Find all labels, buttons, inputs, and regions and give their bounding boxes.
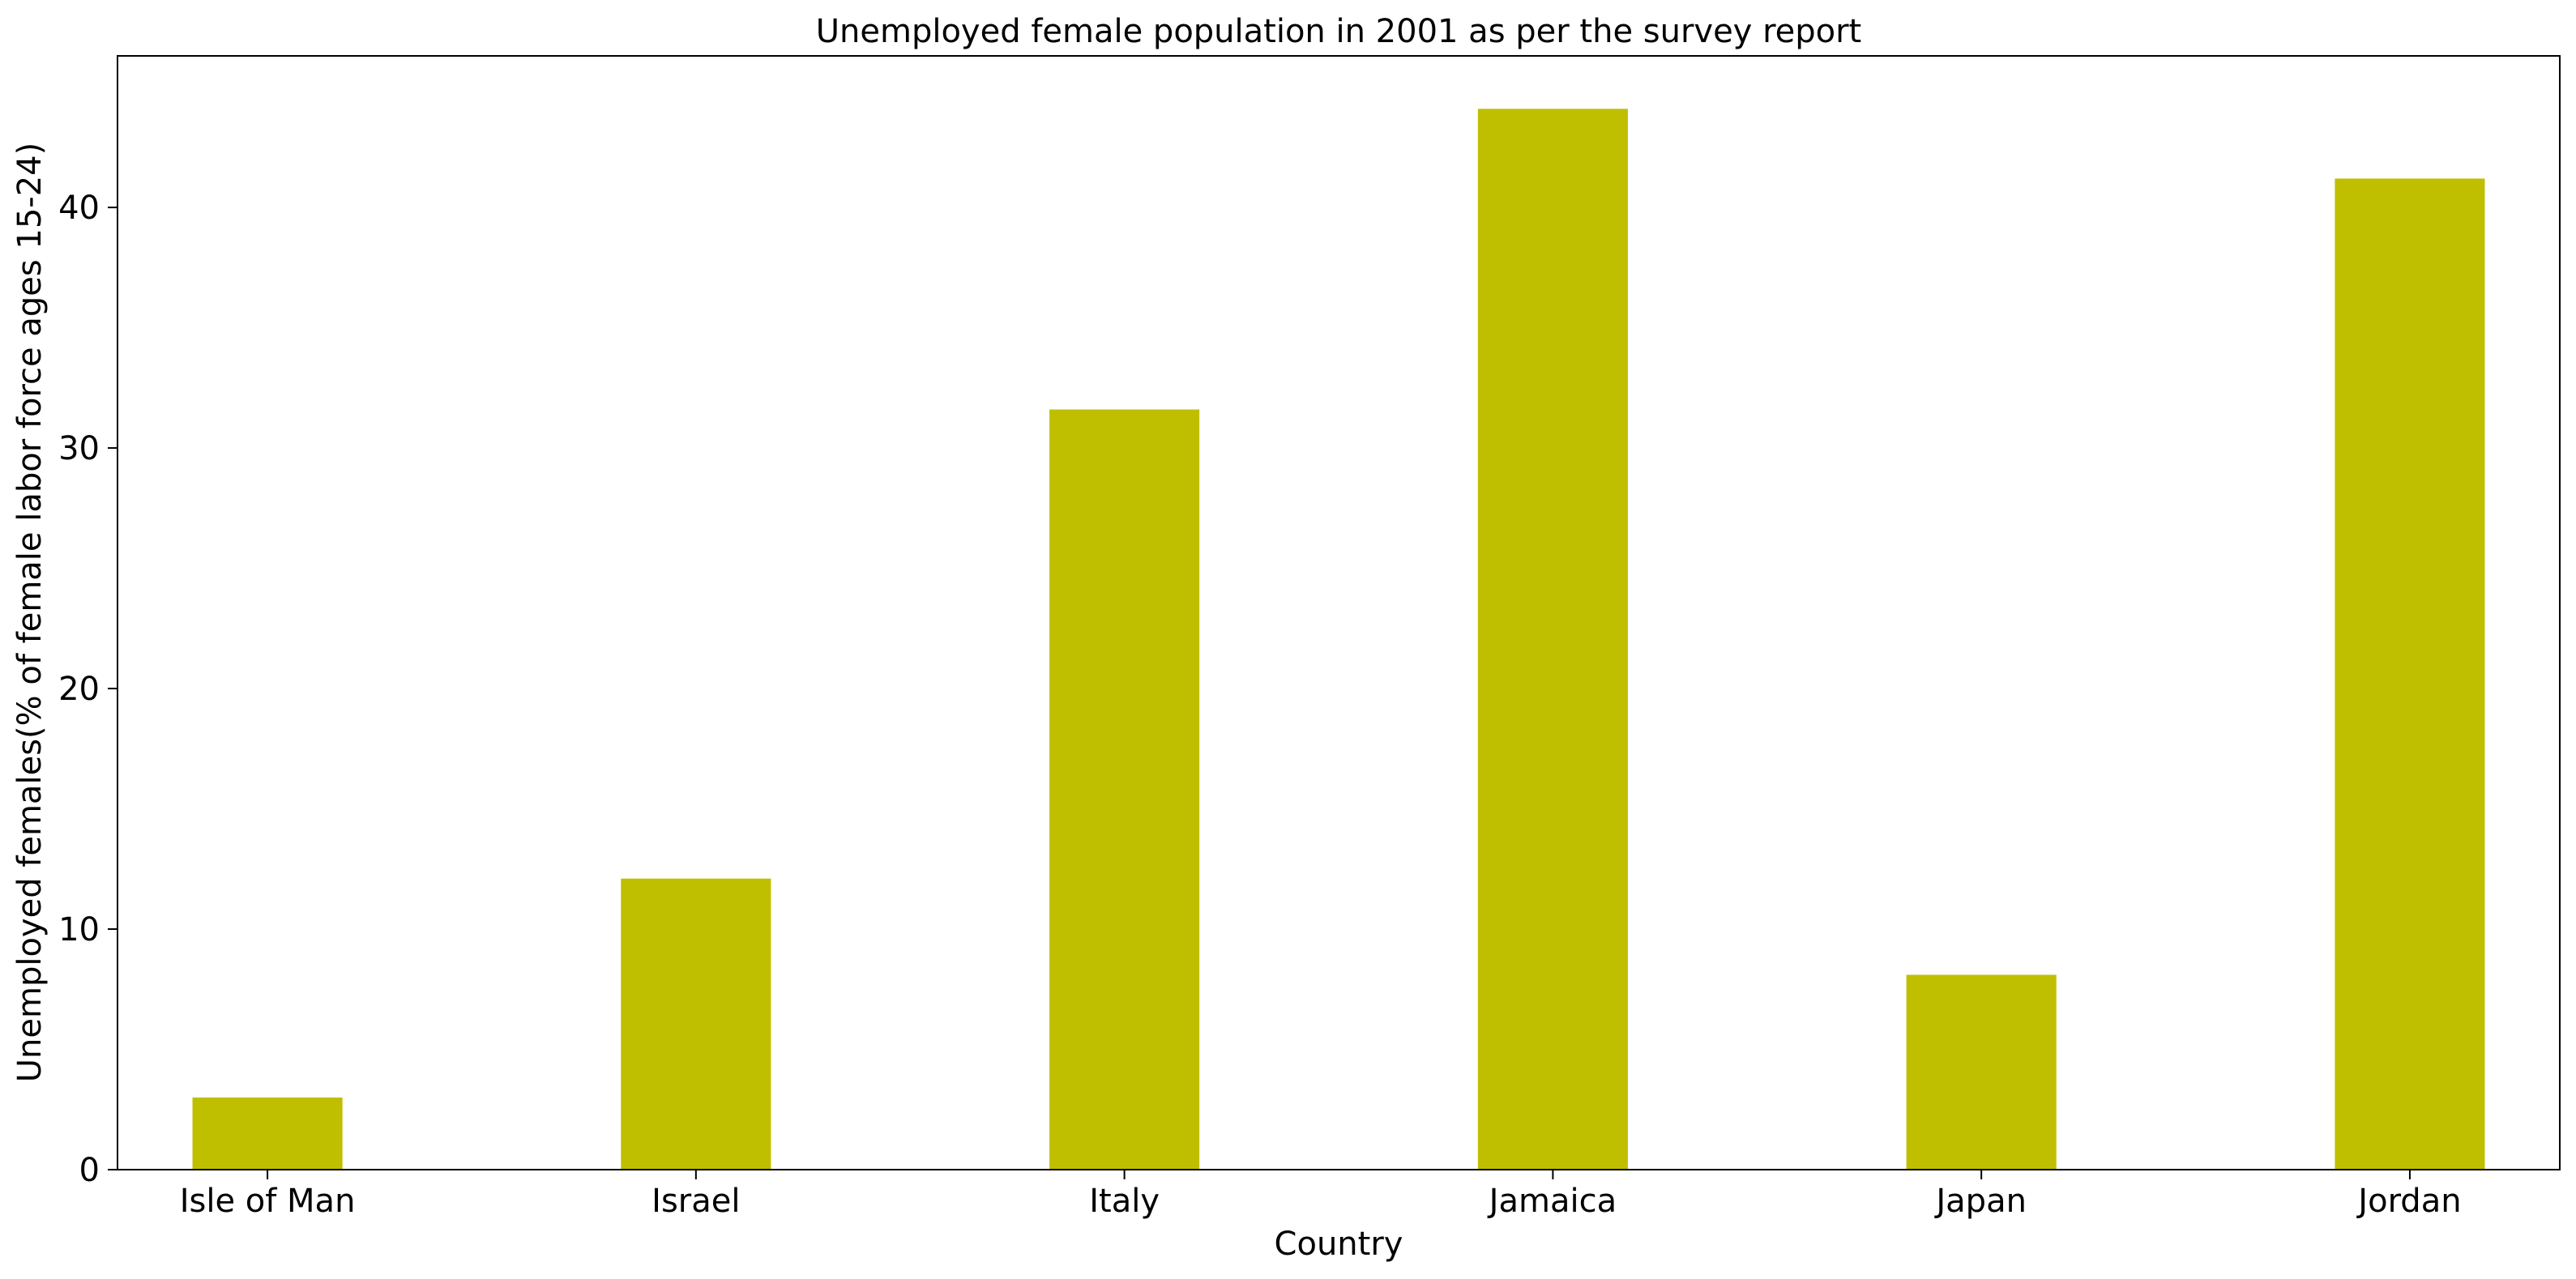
x-tick-label-jordan: Jordan <box>2356 1183 2461 1220</box>
y-tick-label-20: 20 <box>58 671 100 708</box>
x-tick-label-israel: Israel <box>651 1183 740 1220</box>
y-tick-label-0: 0 <box>79 1152 100 1189</box>
x-ticks-group: Isle of Man Israel Italy Jamaica Japan Jordan <box>180 1170 2462 1220</box>
y-ticks-group: 0 10 20 30 40 <box>58 190 117 1189</box>
x-tick-label-isle-of-man: Isle of Man <box>180 1183 356 1220</box>
y-tick-label-30: 30 <box>58 430 100 467</box>
bar-italy <box>1049 409 1200 1170</box>
plot-frame <box>117 55 2561 1170</box>
x-tick-label-jamaica: Jamaica <box>1487 1183 1617 1220</box>
y-tick-label-10: 10 <box>58 911 100 949</box>
x-axis-label: Country <box>1275 1226 1403 1263</box>
chart-title: Unemployed female population in 2001 as … <box>816 13 1862 50</box>
bar-israel <box>621 878 771 1170</box>
bar-jamaica <box>1477 109 1628 1170</box>
x-tick-label-japan: Japan <box>1933 1183 2027 1220</box>
x-tick-label-italy: Italy <box>1089 1183 1160 1220</box>
bar-jordan <box>2335 178 2485 1170</box>
bars-group <box>192 109 2485 1170</box>
bar-isle-of-man <box>192 1097 343 1170</box>
y-tick-label-40: 40 <box>58 190 100 227</box>
y-axis-label: Unemployed females(% of female labor for… <box>11 143 49 1083</box>
bar-japan <box>1906 974 2057 1170</box>
